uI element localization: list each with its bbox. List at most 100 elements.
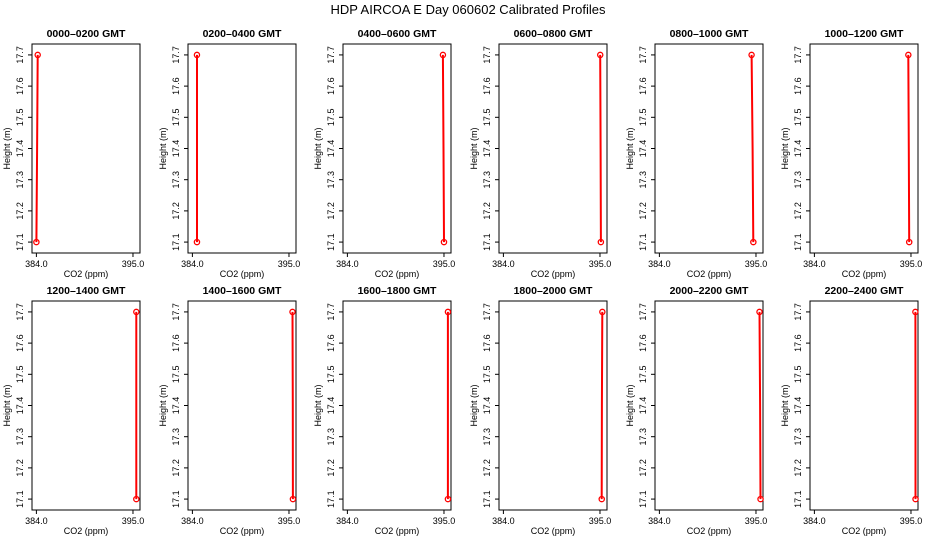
plot-frame xyxy=(498,300,608,511)
x-tick-label: 384.0 xyxy=(492,516,515,526)
y-tick-label: 17.4 xyxy=(15,140,25,158)
x-axis-label: CO2 (ppm) xyxy=(375,526,420,536)
y-tick-label: 17.1 xyxy=(15,233,25,251)
panel-title: 1800–2000 GMT xyxy=(514,285,593,297)
profile-panel: 1400–1600 GMT 384.0 395.0 17.1 17.2 17.3 17.4 1… xyxy=(158,285,300,536)
x-tick-label: 395.0 xyxy=(589,259,612,269)
profile-endpoint xyxy=(598,495,605,503)
y-tick-label: 17.4 xyxy=(171,140,181,158)
y-tick-label: 17.4 xyxy=(638,397,648,415)
y-tick-label: 17.4 xyxy=(482,140,492,158)
y-tick-label: 17.2 xyxy=(482,202,492,220)
x-axis-label: CO2 (ppm) xyxy=(687,269,732,279)
y-tick-label: 17.4 xyxy=(15,397,25,415)
profile-endpoint xyxy=(757,495,764,503)
y-tick-label: 17.7 xyxy=(15,46,25,64)
y-tick-label: 17.6 xyxy=(15,77,25,95)
profile-panel: 1800–2000 GMT 384.0 395.0 17.1 17.2 17.3 17.4 1… xyxy=(469,285,611,536)
y-tick-label: 17.6 xyxy=(638,334,648,352)
profile-line xyxy=(441,54,445,243)
panel-title: 2200–2400 GMT xyxy=(825,285,904,297)
y-tick-label: 17.6 xyxy=(326,334,336,352)
x-axis-label: CO2 (ppm) xyxy=(64,526,109,536)
plot-frame xyxy=(342,43,452,254)
y-tick-label: 17.3 xyxy=(15,428,25,446)
y-tick-label: 17.4 xyxy=(326,397,336,415)
y-tick-label: 17.1 xyxy=(15,490,25,508)
profile-line xyxy=(907,54,911,243)
profile-panel: 0600–0800 GMT 384.0 395.0 17.1 17.2 17.3 17.4 1… xyxy=(469,28,611,279)
y-tick-label: 17.1 xyxy=(326,233,336,251)
x-tick-label: 395.0 xyxy=(745,259,768,269)
profile-endpoint xyxy=(912,308,919,316)
profile-endpoint xyxy=(912,495,919,503)
panel-title: 0000–0200 GMT xyxy=(47,28,126,40)
profile-endpoint xyxy=(748,51,755,59)
profile-endpoint xyxy=(597,238,605,246)
x-tick-label: 395.0 xyxy=(278,259,301,269)
x-axis-label: CO2 (ppm) xyxy=(687,526,732,536)
x-tick-label: 395.0 xyxy=(122,259,145,269)
y-axis-label: Height (m) xyxy=(2,384,12,426)
y-tick-label: 17.3 xyxy=(326,171,336,189)
y-tick-label: 17.5 xyxy=(793,109,803,127)
y-tick-label: 17.7 xyxy=(482,46,492,64)
profile-endpoint xyxy=(599,308,606,316)
x-tick-label: 384.0 xyxy=(25,516,48,526)
figure-title: HDP AIRCOA E Day 060602 Calibrated Profi… xyxy=(330,2,606,17)
profile-endpoint xyxy=(905,238,913,246)
x-axis-label: CO2 (ppm) xyxy=(531,269,576,279)
x-axis-label: CO2 (ppm) xyxy=(375,269,420,279)
y-axis-label: Height (m) xyxy=(780,384,790,426)
y-axis-label: Height (m) xyxy=(469,127,479,169)
y-tick-label: 17.7 xyxy=(15,303,25,321)
y-tick-label: 17.3 xyxy=(171,428,181,446)
y-tick-label: 17.7 xyxy=(482,303,492,321)
plot-frame xyxy=(809,43,919,254)
panel-title: 1200–1400 GMT xyxy=(47,285,126,297)
profile-endpoint xyxy=(33,238,40,246)
y-tick-label: 17.6 xyxy=(482,77,492,95)
y-tick-label: 17.3 xyxy=(326,428,336,446)
y-tick-label: 17.5 xyxy=(326,109,336,127)
x-axis-label: CO2 (ppm) xyxy=(220,269,265,279)
y-tick-label: 17.1 xyxy=(638,233,648,251)
y-tick-label: 17.3 xyxy=(638,428,648,446)
panel-title: 1400–1600 GMT xyxy=(203,285,282,297)
plot-frame xyxy=(809,300,919,511)
y-tick-label: 17.1 xyxy=(793,233,803,251)
panel-title: 0200–0400 GMT xyxy=(203,28,282,40)
y-tick-label: 17.5 xyxy=(482,109,492,127)
y-tick-label: 17.7 xyxy=(638,46,648,64)
x-tick-label: 384.0 xyxy=(181,516,204,526)
y-tick-label: 17.3 xyxy=(638,171,648,189)
plot-frame xyxy=(654,43,764,254)
y-tick-label: 17.3 xyxy=(482,171,492,189)
profile-endpoint xyxy=(133,495,140,503)
panel-title: 1000–1200 GMT xyxy=(825,28,904,40)
y-tick-label: 17.2 xyxy=(171,202,181,220)
y-tick-label: 17.5 xyxy=(171,109,181,127)
x-axis-label: CO2 (ppm) xyxy=(64,269,109,279)
x-tick-label: 395.0 xyxy=(745,516,768,526)
y-tick-label: 17.6 xyxy=(793,334,803,352)
y-tick-label: 17.7 xyxy=(326,303,336,321)
profile-endpoint xyxy=(439,51,447,59)
profile-panel: 2000–2200 GMT 384.0 395.0 17.1 17.2 17.3 17.4 1… xyxy=(625,285,767,536)
y-tick-label: 17.2 xyxy=(793,202,803,220)
panel-title: 0400–0600 GMT xyxy=(358,28,437,40)
y-tick-label: 17.7 xyxy=(638,303,648,321)
y-tick-label: 17.6 xyxy=(15,334,25,352)
y-tick-label: 17.6 xyxy=(171,77,181,95)
profile-panel: 1200–1400 GMT 384.0 395.0 17.1 17.2 17.3 17.4 1… xyxy=(2,285,144,536)
x-axis-label: CO2 (ppm) xyxy=(531,526,576,536)
plot-frame xyxy=(498,43,608,254)
x-axis-label: CO2 (ppm) xyxy=(842,526,887,536)
x-tick-label: 384.0 xyxy=(803,259,826,269)
profile-panel: 0400–0600 GMT 384.0 395.0 17.1 17.2 17.3 17.4 1… xyxy=(313,28,455,279)
profile-endpoint xyxy=(289,495,297,503)
plot-frame xyxy=(187,43,297,254)
profile-panel: 1600–1800 GMT 384.0 395.0 17.1 17.2 17.3 17.4 1… xyxy=(313,285,455,536)
y-axis-label: Height (m) xyxy=(313,127,323,169)
